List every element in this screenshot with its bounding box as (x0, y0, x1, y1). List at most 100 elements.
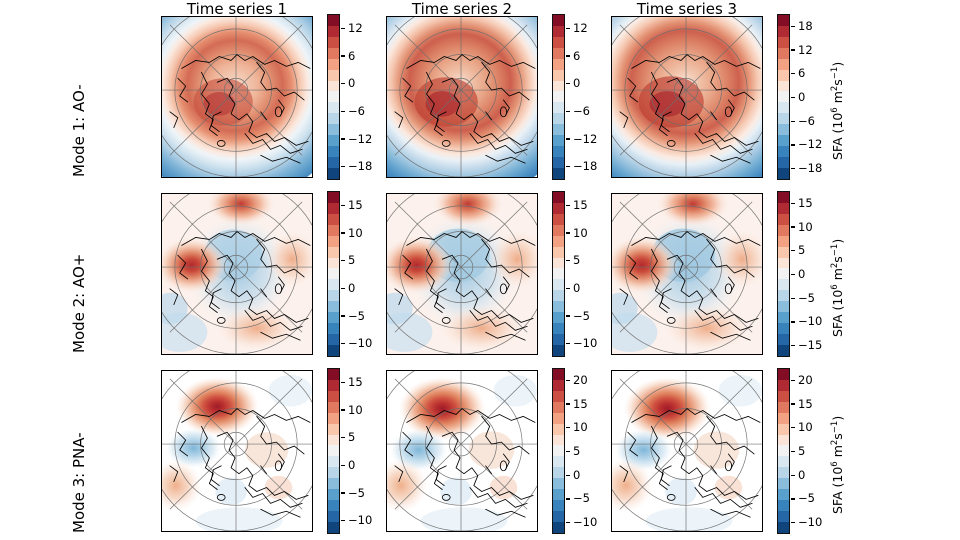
colorbar-tick-label: 10 (791, 220, 813, 234)
map-panel-mode2-ts3[interactable] (611, 193, 763, 355)
colorbar-tick-label: 5 (566, 444, 580, 458)
tick-value: 12 (573, 20, 588, 35)
tick-value: 6 (573, 48, 581, 63)
colorbar-segment (778, 156, 789, 168)
colorbar-segment (553, 25, 564, 37)
tick-value: −10 (573, 515, 598, 530)
colorbar-tick-label: 10 (791, 420, 813, 434)
colorbar-mode1-ts1[interactable] (327, 14, 340, 180)
tick-value: −15 (798, 338, 823, 353)
colorbar-tick-label: 15 (566, 198, 588, 212)
tick-value: 0 (573, 76, 581, 91)
colorbar-ticks-mode3-ts3: 20 15 10 5 0 −5 −10 (791, 368, 825, 534)
colorbar-ticks-mode2-ts3: 15 10 5 0 −5 −10 −15 (791, 191, 825, 357)
row-label-mode-2: Mode 2: AO+ (70, 253, 88, 353)
tick-value: 12 (798, 42, 813, 57)
colorbar-segment (778, 15, 789, 26)
tick-mark (566, 315, 570, 317)
colorbar-segment (553, 58, 564, 70)
colorbar-segment (778, 91, 789, 103)
tick-value: 5 (348, 430, 356, 445)
tick-value: 5 (573, 253, 581, 268)
cbar-label-text: SFA (106 m2s−1) (830, 415, 846, 514)
tick-mark (566, 403, 570, 405)
colorbar-segment (328, 434, 339, 446)
tick-value: 15 (348, 374, 363, 389)
tick-value: 15 (798, 195, 813, 210)
tick-value: 10 (573, 225, 588, 240)
tick-value: −12 (573, 131, 598, 146)
colorbar-segment (553, 124, 564, 136)
colorbar-mode1-ts3[interactable] (777, 14, 790, 180)
tick-value: −6 (798, 113, 815, 128)
colorbar-tick-label: −18 (791, 161, 822, 175)
colorbar-mode3-ts3[interactable] (777, 368, 790, 534)
tick-value: −6 (573, 103, 590, 118)
colorbar-segment (778, 47, 789, 59)
tick-mark (566, 427, 570, 429)
tick-value: 0 (348, 280, 356, 295)
colorbar-segment (553, 445, 564, 457)
colorbar-tick-label: −10 (341, 336, 372, 350)
tick-value: −5 (798, 491, 815, 506)
tick-mark (566, 474, 570, 476)
tick-value: 0 (573, 280, 581, 295)
tick-value: 15 (573, 197, 588, 212)
colorbar-segment (778, 80, 789, 92)
tick-value: −5 (573, 491, 590, 506)
tick-value: 12 (348, 20, 363, 35)
colorbar-segment (328, 369, 339, 380)
colorbar-tick-label: −12 (791, 137, 822, 151)
map-panel-mode3-ts1[interactable] (161, 370, 313, 532)
colorbar-ticks-mode2-ts2: 15 10 5 0 −5 −10 (566, 191, 600, 357)
colorbar-segment (778, 113, 789, 125)
tick-value: −10 (348, 336, 373, 351)
tick-value: 0 (798, 467, 806, 482)
map-panel-mode3-ts2[interactable] (386, 370, 538, 532)
colorbar-mode2-ts2[interactable] (552, 191, 565, 357)
colorbar-segment (778, 521, 789, 533)
map-panel-mode3-ts3[interactable] (611, 370, 763, 532)
colorbar-segment (328, 69, 339, 81)
colorbar-segment (328, 489, 339, 501)
map-panel-mode1-ts1[interactable] (161, 16, 313, 178)
map-panel-mode1-ts3[interactable] (611, 16, 763, 178)
tick-mark (341, 232, 345, 234)
tick-mark (566, 498, 570, 500)
colorbar-segment (328, 25, 339, 37)
colorbar-segment (553, 434, 564, 446)
colorbar-tick-label: 20 (791, 373, 813, 387)
colorbar-segment (778, 279, 789, 291)
colorbar-mode2-ts3[interactable] (777, 191, 790, 357)
column-title-2: Time series 2 (411, 0, 513, 18)
map-panel-mode2-ts1[interactable] (161, 193, 313, 355)
colorbar-ticks-mode1-ts3: 18 12 6 0 −6 −12 −18 (791, 14, 825, 180)
tick-value: 10 (348, 402, 363, 417)
colorbar-tick-label: −10 (791, 515, 822, 529)
colorbar-tick-label: 12 (341, 21, 363, 35)
tick-value: −5 (348, 485, 365, 500)
colorbar-segment (553, 167, 564, 179)
tick-value: 10 (348, 225, 363, 240)
colorbar-segment (328, 246, 339, 258)
colorbar-tick-label: −18 (341, 159, 372, 173)
colorbar-segment (553, 213, 564, 225)
colorbar-segment (553, 478, 564, 490)
colorbar-tick-label: −5 (341, 309, 365, 323)
tick-value: −12 (798, 137, 823, 152)
map-panel-mode1-ts2[interactable] (386, 16, 538, 178)
colorbar-segment (778, 58, 789, 70)
colorbar-mode2-ts1[interactable] (327, 191, 340, 357)
tick-mark (791, 25, 795, 27)
tick-mark (341, 287, 345, 289)
colorbar-mode3-ts1[interactable] (327, 368, 340, 534)
colorbar-segment (553, 102, 564, 114)
colorbar-mode1-ts2[interactable] (552, 14, 565, 180)
tick-mark (791, 49, 795, 51)
colorbar-segment (328, 510, 339, 522)
colorbar-mode3-ts2[interactable] (552, 368, 565, 534)
colorbar-segment (328, 290, 339, 302)
colorbar-tick-label: −12 (566, 132, 597, 146)
colorbar-segment (553, 489, 564, 501)
map-panel-mode2-ts2[interactable] (386, 193, 538, 355)
